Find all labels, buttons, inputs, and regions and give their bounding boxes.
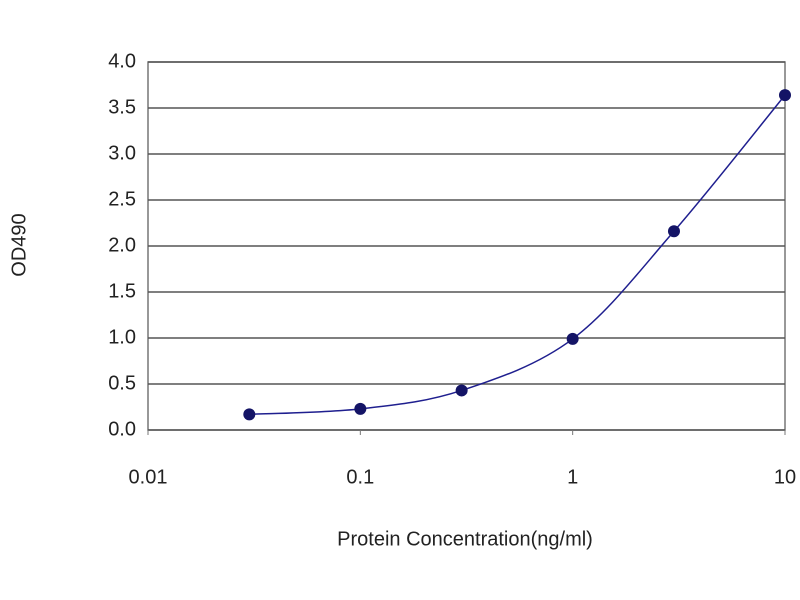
y-axis-title: OD490 bbox=[8, 213, 30, 276]
data-point bbox=[455, 384, 468, 397]
y-tick-label: 0.5 bbox=[108, 372, 136, 394]
x-tick-label: 1 bbox=[567, 466, 578, 488]
x-tick-label: 0.1 bbox=[346, 466, 374, 488]
data-point bbox=[667, 225, 680, 238]
y-tick-label: 2.0 bbox=[108, 234, 136, 256]
y-tick-label: 2.5 bbox=[108, 188, 136, 210]
y-tick-label: 1.0 bbox=[108, 326, 136, 348]
x-axis-title: Protein Concentration(ng/ml) bbox=[337, 528, 593, 550]
y-tick-label: 3.0 bbox=[108, 142, 136, 164]
data-point bbox=[354, 402, 367, 415]
y-tick-label: 3.5 bbox=[108, 96, 136, 118]
data-point bbox=[779, 89, 791, 102]
y-tick-label: 0.0 bbox=[108, 418, 136, 440]
x-tick-label: 10 bbox=[774, 466, 796, 488]
data-point bbox=[243, 408, 256, 421]
data-point bbox=[566, 332, 579, 345]
y-tick-label: 4.0 bbox=[108, 50, 136, 72]
x-tick-label: 0.01 bbox=[129, 466, 168, 488]
y-tick-label: 1.5 bbox=[108, 280, 136, 302]
